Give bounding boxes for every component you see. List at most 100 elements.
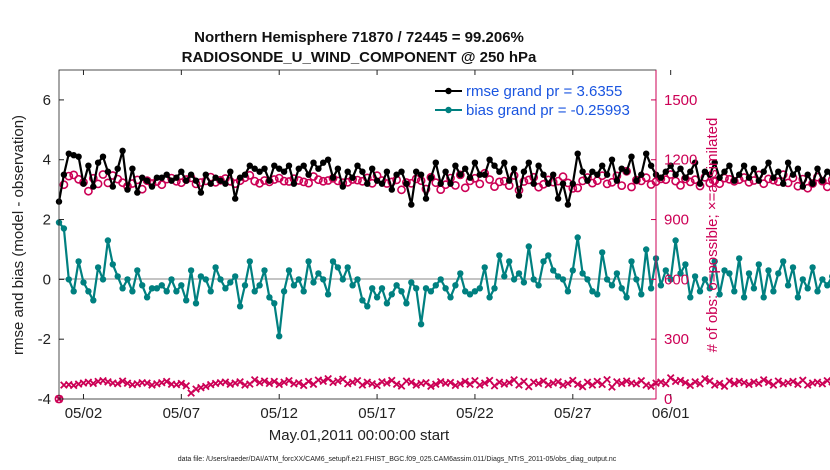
data-point [148,285,156,292]
data-point [447,294,454,301]
data-point [276,165,283,172]
obs-assimilated-point [490,382,499,390]
data-point [173,174,180,181]
data-point [476,171,483,178]
data-point [417,171,425,178]
y-tick-label: 6 [43,92,51,109]
chart-subtitle: RADIOSONDE_U_WIND_COMPONENT @ 250 hPa [182,49,537,66]
y-tick-label: -4 [38,391,51,408]
data-point [329,174,337,181]
obs-possible-point [313,175,323,185]
data-point [70,152,77,159]
data-point [564,288,572,295]
data-point [266,294,273,301]
obs-assimilated-point [118,377,127,385]
data-point [129,165,136,172]
data-point [525,243,532,250]
obs-assimilated-point [730,379,739,388]
data-point [633,276,640,283]
obs-possible-point [460,183,470,193]
data-point [261,165,268,172]
obs-possible-point [157,180,167,190]
data-point [603,276,611,283]
data-point [207,288,214,295]
data-point [809,264,816,271]
data-point [109,183,117,190]
data-point [603,171,611,178]
data-point [760,294,767,301]
series-line [58,221,830,338]
data-point [119,147,126,154]
obs-assimilated-point [250,376,259,384]
data-point [515,192,523,199]
obs-assimilated-point [407,378,416,387]
data-point [256,282,263,289]
data-point [134,267,141,274]
obs-possible-point [494,177,504,187]
y-right-tick-label: 1200 [664,152,697,169]
data-point [824,282,830,289]
data-point [163,171,170,178]
obs-assimilated-point [334,377,342,385]
data-point [109,261,117,268]
data-point [780,180,787,187]
data-point [398,288,405,295]
series-1 [55,219,830,340]
data-point [731,288,738,295]
data-point [212,174,219,181]
data-point [99,153,107,160]
obs-possible-point [759,179,769,189]
data-point [241,282,249,289]
data-point [545,252,552,259]
data-point [339,276,346,283]
data-point [417,321,425,328]
data-point [383,300,391,307]
data-point [520,168,528,175]
obs-assimilated-point [740,378,748,387]
obs-assimilated-point [270,377,279,386]
data-point [388,291,395,298]
obs-possible-point [822,182,830,192]
y-right-tick-label: 300 [664,331,689,348]
data-point [354,162,361,169]
data-point [755,261,762,268]
data-point [354,276,361,283]
chart-title: Northern Hemisphere 71870 / 72445 = 99.2… [194,29,524,46]
data-point [452,162,459,169]
y-axis-right: 0 300 600 900 1200 1500 [651,70,697,408]
data-point [178,282,185,289]
data-point [452,282,459,289]
obs-assimilated-point [657,378,665,386]
obs-assimilated-point [505,378,514,387]
obs-assimilated-point [593,377,602,386]
data-point [403,300,410,307]
data-point [633,177,640,184]
data-point [295,276,302,283]
data-point [657,174,665,181]
obs-possible-point [299,177,309,187]
data-point [276,333,283,340]
data-point [638,291,645,298]
data-point [187,267,195,274]
obs-assimilated-point [681,378,690,387]
data-point [515,270,523,277]
data-point [271,300,278,307]
data-point [618,165,625,172]
data-point [716,291,723,298]
obs-assimilated-point [710,381,719,389]
data-point [584,177,591,184]
data-point [647,285,655,292]
obs-assimilated-point [236,378,244,386]
data-point [104,237,112,244]
obs-possible-point [69,170,79,180]
obs-assimilated-point [617,379,626,388]
obs-assimilated-point [661,379,670,388]
data-point [349,174,356,181]
data-point [373,294,381,301]
data-point [691,273,699,280]
x-tick-label: 06/01 [652,405,690,422]
data-point [501,159,508,166]
obs-assimilated-point [515,381,523,389]
obs-assimilated-point [480,379,489,387]
obs-assimilated-point [348,378,357,387]
